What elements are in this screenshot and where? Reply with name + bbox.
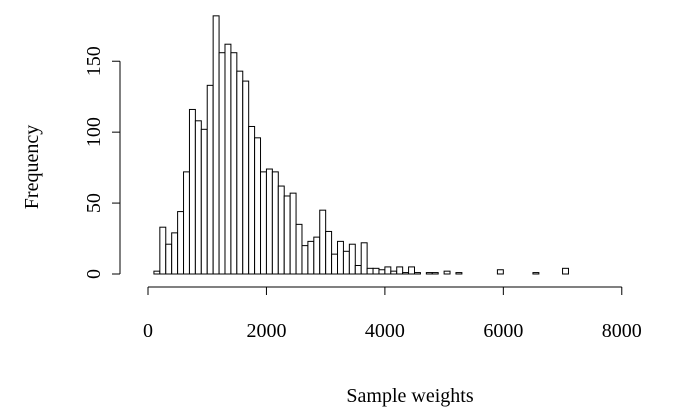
bar <box>183 171 190 275</box>
bar <box>342 250 350 275</box>
bar <box>177 211 185 275</box>
y-axis-title: Frequency <box>21 125 43 209</box>
bar <box>236 70 244 275</box>
bar <box>337 240 344 275</box>
bar <box>165 243 173 275</box>
bar <box>455 272 463 275</box>
bar <box>408 266 416 275</box>
y-tick-label: 100 <box>83 117 105 147</box>
bar <box>289 192 297 275</box>
bar <box>265 168 273 275</box>
bar <box>295 223 303 275</box>
y-tick-label: 0 <box>83 269 105 279</box>
bar <box>372 267 380 275</box>
bar <box>307 240 315 275</box>
bar <box>206 84 214 275</box>
bar <box>319 209 327 275</box>
x-tick-label: 8000 <box>602 320 642 342</box>
bar <box>331 253 339 275</box>
bar <box>242 80 250 275</box>
bar <box>384 266 392 275</box>
bar <box>153 270 161 275</box>
bar <box>402 272 410 275</box>
bar <box>496 269 504 275</box>
bar <box>414 272 421 275</box>
bar <box>532 272 540 275</box>
x-tick-label: 0 <box>143 320 153 342</box>
bar <box>200 128 208 275</box>
bar <box>224 43 232 275</box>
x-tick-label: 4000 <box>365 320 405 342</box>
bar <box>283 195 291 275</box>
bar <box>348 243 356 275</box>
bar <box>194 120 202 275</box>
y-tick-label: 150 <box>83 46 105 76</box>
bar <box>378 269 386 275</box>
x-tick-label: 6000 <box>483 320 523 342</box>
bar <box>360 242 368 275</box>
bar <box>431 272 439 275</box>
bar <box>271 171 279 275</box>
bar <box>260 171 267 275</box>
bar <box>254 137 262 275</box>
bar <box>212 15 220 275</box>
bar <box>248 125 256 275</box>
bar <box>159 226 167 275</box>
bar <box>301 245 309 275</box>
bar <box>188 108 196 275</box>
bar <box>230 52 238 275</box>
bar <box>277 185 285 275</box>
x-axis-title: Sample weights <box>346 385 473 407</box>
y-tick-label: 50 <box>83 193 105 213</box>
bar <box>218 52 226 275</box>
bar <box>313 236 321 275</box>
bar <box>171 232 179 275</box>
bar <box>366 267 374 275</box>
bar <box>562 267 569 275</box>
bar <box>425 272 433 275</box>
bar <box>396 266 404 275</box>
x-tick-label: 2000 <box>246 320 286 342</box>
bar <box>325 230 333 275</box>
bar <box>354 264 362 275</box>
bar <box>443 270 451 275</box>
bar <box>390 270 398 275</box>
